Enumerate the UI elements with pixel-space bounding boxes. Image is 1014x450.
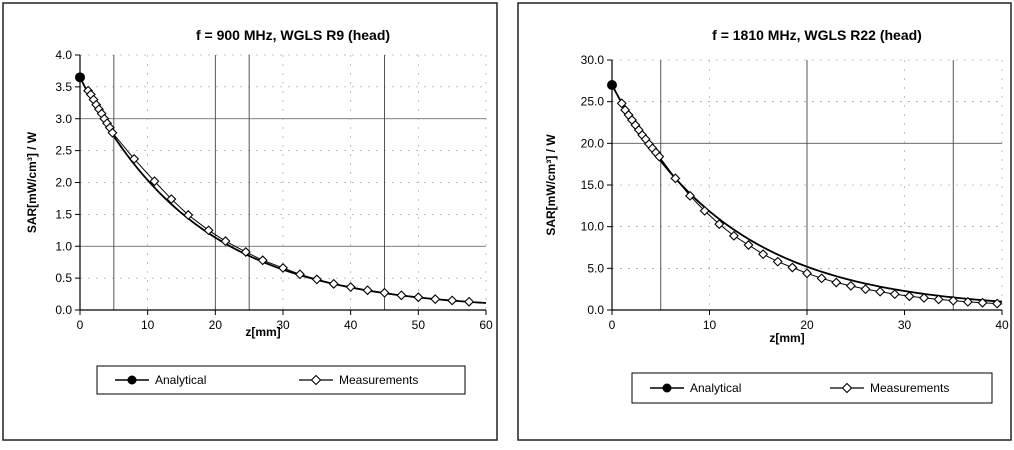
chart-title: f = 900 MHz, WGLS R9 (head) (196, 27, 390, 43)
chart-panel-1810mhz: f = 1810 MHz, WGLS R22 (head) 0.0 5.0 10.0 1… (515, 0, 1014, 445)
measurement-point (728, 230, 739, 241)
measurement-point (257, 255, 268, 266)
legend-analytical-marker (127, 375, 137, 385)
y-tick-label: 2.0 (55, 176, 72, 190)
measurement-point (933, 294, 944, 305)
measurement-point (654, 151, 665, 162)
x-tick-label: 40 (344, 318, 358, 332)
x-tick-label: 10 (141, 318, 155, 332)
measurement-point (616, 98, 627, 109)
measurement-point (977, 297, 988, 308)
y-tick-label: 2.5 (55, 144, 72, 158)
y-tick-label: 25.0 (581, 95, 605, 109)
measurement-point (743, 240, 754, 250)
measurement-point (845, 280, 856, 291)
y-tick-label: 5.0 (587, 261, 604, 275)
legend-measurements-marker (841, 382, 853, 394)
x-tick-label: 30 (276, 318, 290, 332)
measurement-point (685, 190, 695, 201)
x-tick-label: 40 (995, 318, 1009, 332)
legend-analytical-label: Analytical (690, 381, 741, 395)
measurement-point (816, 273, 827, 284)
x-axis-label: z[mm] (245, 325, 280, 339)
legend-analytical-marker (662, 383, 672, 393)
x-tick-label: 50 (412, 318, 426, 332)
x-tick-label: 10 (703, 318, 717, 332)
y-tick-label: 30.0 (581, 53, 605, 67)
measurement-point (278, 262, 288, 273)
y-axis-label: SAR[mW/cm³] / W (25, 131, 39, 233)
y-tick-label: 0.0 (55, 303, 72, 317)
x-tick-label: 60 (479, 318, 493, 332)
measurement-point (670, 173, 681, 184)
analytical-point (75, 72, 85, 83)
y-tick-label: 0.5 (55, 271, 72, 285)
y-tick-label: 20.0 (581, 136, 605, 150)
x-tick-label: 20 (209, 318, 223, 332)
legend-measurements-marker (310, 374, 322, 386)
measurement-point (379, 287, 390, 298)
y-tick-label: 1.0 (55, 239, 72, 253)
legend-measurements-label: Measurements (339, 373, 418, 387)
measurement-point (962, 296, 973, 307)
measurement-point (328, 278, 339, 289)
chart-1810mhz: f = 1810 MHz, WGLS R22 (head) 0.0 5.0 10.0 1… (517, 2, 1012, 441)
measurement-point (220, 236, 231, 247)
legend-box (96, 365, 466, 395)
legend-analytical-label: Analytical (155, 373, 206, 387)
measurement-point (802, 268, 812, 279)
measurement-point (919, 292, 929, 303)
y-tick-label: 3.5 (55, 80, 72, 94)
measurement-point (413, 292, 424, 303)
x-tick-label: 30 (898, 318, 912, 332)
x-tick-label: 0 (609, 318, 616, 332)
measurement-point (311, 274, 322, 285)
chart-frame (517, 2, 1012, 441)
measurement-point (294, 269, 305, 280)
measurement-point (362, 285, 373, 296)
y-tick-label: 4.0 (55, 48, 72, 62)
measurement-point (948, 295, 959, 306)
measurement-point (772, 256, 783, 267)
measurement-point (107, 127, 118, 138)
y-tick-label: 1.5 (55, 207, 72, 221)
chart-900mhz: f = 900 MHz, WGLS R9 (head) 0.0 0.5 1.0 1.5 2… (2, 2, 498, 441)
measurement-point (129, 153, 140, 164)
analytical-point (607, 80, 617, 90)
y-tick-label: 15.0 (581, 178, 605, 192)
measurement-point (860, 284, 871, 295)
measurement-point (149, 176, 160, 187)
legend-box (631, 372, 993, 404)
measurement-point (464, 296, 475, 307)
measurement-point (183, 210, 194, 220)
chart-title: f = 1810 MHz, WGLS R22 (head) (712, 27, 922, 43)
legend-measurements-label: Measurements (870, 381, 949, 395)
measurement-point (430, 294, 441, 305)
measurement-point (447, 295, 458, 306)
measurement-point (889, 289, 900, 300)
measurement-point (904, 291, 915, 302)
measurement-point (345, 282, 356, 293)
measurement-point (875, 286, 886, 297)
measurement-point (240, 247, 251, 257)
measurement-point (203, 225, 214, 236)
y-tick-label: 0.0 (587, 303, 604, 317)
x-tick-label: 20 (800, 318, 814, 332)
measurement-point (699, 205, 710, 216)
x-tick-label: 0 (77, 318, 84, 332)
y-tick-label: 3.0 (55, 112, 72, 126)
measurement-point (758, 249, 769, 260)
measurement-point (787, 262, 798, 273)
measurement-point (714, 219, 725, 230)
chart-panel-900mhz: f = 900 MHz, WGLS R9 (head) 0.0 0.5 1.0 1.5 2… (0, 0, 500, 445)
measurement-point (166, 194, 177, 205)
measurement-point (831, 277, 842, 288)
y-tick-label: 10.0 (581, 220, 605, 234)
y-axis-label: SAR[mW/cm³] / W (544, 134, 558, 236)
measurement-point (992, 298, 1003, 309)
x-axis-label: z[mm] (769, 331, 804, 345)
measurement-point (396, 290, 407, 301)
